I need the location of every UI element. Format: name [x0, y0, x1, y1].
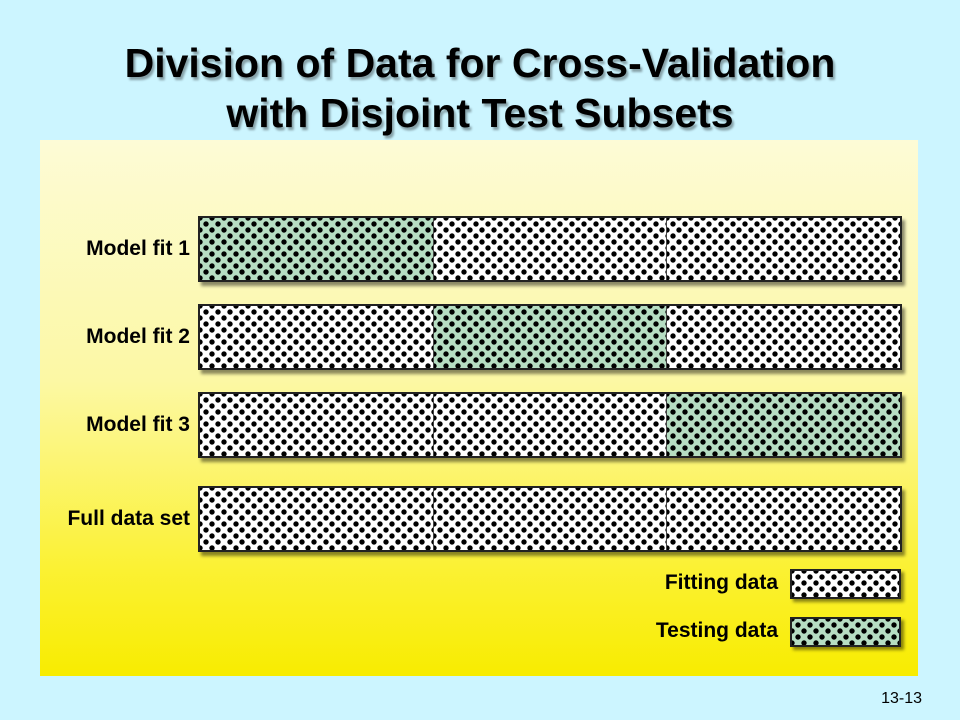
fitting-segment — [666, 488, 901, 550]
fitting-segment — [200, 488, 433, 550]
page-number: 13-13 — [881, 690, 922, 707]
fitting-segment — [432, 488, 667, 550]
testing-segment — [200, 218, 433, 280]
row-label: Full data set — [67, 507, 190, 530]
legend-testing-label: Testing data — [655, 619, 778, 642]
testing-segment — [432, 306, 667, 368]
fitting-segment — [666, 306, 901, 368]
fitting-segment — [432, 218, 667, 280]
row-label: Model fit 2 — [86, 325, 190, 348]
data-bar — [198, 486, 902, 552]
fitting-segment — [200, 394, 433, 456]
fitting-segment — [666, 218, 901, 280]
data-bar — [198, 392, 902, 458]
title-line-1: Division of Data for Cross-Validation — [124, 40, 836, 86]
legend-testing-swatch — [790, 617, 901, 647]
testing-segment — [666, 394, 901, 456]
legend-fitting-label: Fitting data — [664, 571, 778, 594]
slide-title: Division of Data for Cross-Validation wi… — [0, 38, 960, 138]
legend-fitting-swatch — [790, 569, 901, 599]
title-line-2: with Disjoint Test Subsets — [226, 90, 734, 136]
data-bar — [198, 304, 902, 370]
row-label: Model fit 1 — [86, 237, 190, 260]
fitting-segment — [200, 306, 433, 368]
fitting-segment — [432, 394, 667, 456]
data-bar — [198, 216, 902, 282]
row-label: Model fit 3 — [86, 413, 190, 436]
